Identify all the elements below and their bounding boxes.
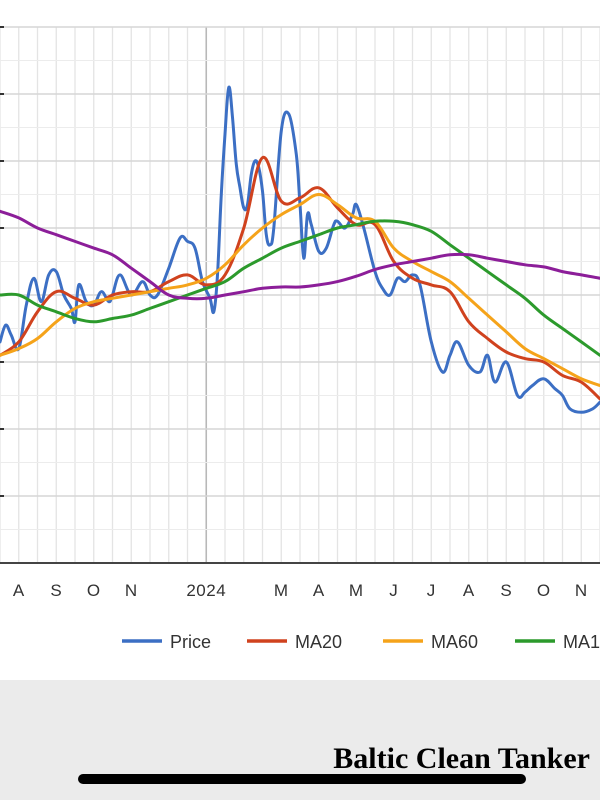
legend-layer: Price MA20 MA60 MA1: [122, 632, 600, 652]
x-tick-label: N: [125, 581, 138, 600]
series-line-purple: [0, 209, 600, 301]
x-tick-label: S: [50, 581, 62, 600]
price-chart: A S O N 2024 M A M J J A S O N Price MA20 MA60 MA1: [0, 26, 600, 652]
x-tick-label: 2024: [186, 581, 226, 600]
x-tick-label: M: [274, 581, 289, 600]
grid-layer: [0, 26, 600, 564]
x-tick-label: O: [537, 581, 551, 600]
legend-label-ma1: MA1: [563, 632, 600, 652]
x-tick-label: S: [500, 581, 512, 600]
series-line-ma60: [0, 193, 600, 387]
x-tick-label: O: [87, 581, 101, 600]
x-tick-label: N: [575, 581, 588, 600]
home-indicator[interactable]: [78, 774, 526, 784]
tick-layer: A S O N 2024 M A M J J A S O N: [13, 581, 588, 600]
legend-label-price: Price: [170, 632, 211, 652]
x-tick-label: J: [389, 581, 398, 600]
series-line-ma20: [0, 156, 600, 401]
x-tick-label: A: [13, 581, 25, 600]
chart-area: A S O N 2024 M A M J J A S O N Price MA20 MA60 MA1: [0, 26, 600, 652]
x-tick-label: A: [463, 581, 475, 600]
x-tick-label: J: [427, 581, 436, 600]
x-tick-label: M: [349, 581, 364, 600]
legend-label-ma20: MA20: [295, 632, 342, 652]
series-line-ma1: [0, 219, 600, 357]
x-tick-label: A: [313, 581, 325, 600]
footer-title: Baltic Clean Tanker: [333, 742, 590, 775]
legend-label-ma60: MA60: [431, 632, 478, 652]
series-layer: [0, 85, 600, 414]
